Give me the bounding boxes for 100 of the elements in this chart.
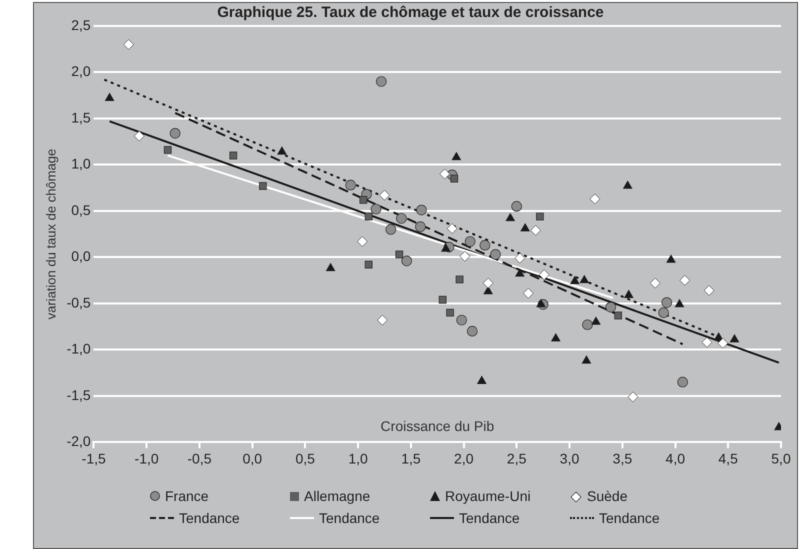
point: [714, 332, 724, 340]
point: [530, 225, 541, 236]
point: [456, 314, 467, 326]
point: [170, 128, 180, 139]
x-tick-label: 2,5: [506, 450, 527, 466]
point: [570, 276, 580, 284]
y-tick-label: 1,5: [71, 109, 91, 126]
point: [662, 297, 672, 308]
point: [415, 221, 426, 232]
legend-label: Suède: [587, 488, 628, 504]
point: [123, 39, 134, 50]
point: [386, 224, 396, 235]
x-tick-label: 4,0: [666, 450, 686, 466]
point: [730, 334, 740, 342]
x-tick-label: 1,0: [348, 450, 368, 466]
point: [582, 356, 592, 364]
point: [446, 223, 458, 234]
point: [438, 296, 446, 304]
y-tick-label: 1,0: [71, 156, 91, 172]
point: [591, 316, 601, 325]
point: [134, 130, 144, 142]
point: [441, 244, 450, 252]
legend-label: Royaume-Uni: [445, 488, 531, 504]
point: [456, 276, 464, 284]
x-axis-title: Croissance du Pib: [380, 418, 494, 434]
point: [364, 260, 372, 268]
legend-label: France: [165, 488, 209, 504]
y-tick-label: 2,5: [71, 16, 91, 33]
point: [536, 212, 544, 220]
point: [520, 223, 530, 232]
x-tick-label: -1,0: [134, 450, 159, 466]
point: [582, 319, 593, 330]
point: [480, 240, 490, 250]
point: [658, 307, 669, 318]
y-axis-title: variation du taux de chômage: [43, 148, 58, 320]
y-tick-label: 0,0: [71, 248, 91, 264]
point: [377, 314, 388, 326]
point: [614, 312, 622, 320]
legend-label: Tendance: [599, 510, 660, 526]
x-tick-label: -1,5: [82, 450, 106, 466]
legend-label: Allemagne: [304, 488, 370, 504]
x-tick-label: 3,0: [560, 450, 580, 466]
point: [677, 376, 688, 388]
point: [702, 337, 712, 348]
point: [277, 146, 287, 155]
point: [450, 174, 458, 182]
point: [164, 146, 172, 154]
point: [482, 278, 494, 288]
point: [515, 268, 524, 277]
point: [674, 299, 684, 308]
y-tick-label: -1,0: [66, 340, 91, 357]
x-tick-label: 3,5: [612, 450, 632, 466]
point: [624, 290, 634, 298]
point: [401, 256, 412, 266]
point: [628, 392, 638, 402]
point: [379, 190, 390, 201]
point: [580, 275, 589, 284]
point: [345, 180, 356, 190]
point: [464, 236, 476, 247]
point: [452, 152, 462, 160]
point: [364, 212, 372, 220]
point: [477, 376, 486, 384]
point: [360, 196, 368, 204]
point: [490, 249, 501, 260]
point: [396, 213, 407, 224]
y-tick-label: 2,0: [71, 63, 91, 80]
point: [446, 308, 454, 317]
point: [718, 338, 728, 348]
point: [511, 201, 522, 212]
point: [590, 194, 600, 204]
point: [440, 168, 450, 180]
point: [506, 213, 515, 222]
x-tick-label: 0,0: [242, 450, 262, 466]
point: [104, 92, 114, 101]
point: [376, 76, 387, 87]
point: [259, 182, 267, 190]
point: [466, 326, 478, 337]
x-tick-label: 0,5: [295, 450, 316, 466]
point: [605, 302, 616, 312]
point: [370, 204, 382, 214]
point: [416, 204, 427, 216]
point: [704, 285, 714, 296]
point: [680, 275, 690, 286]
legend-label: Tendance: [319, 510, 380, 526]
x-tick-label: 1,5: [401, 450, 421, 466]
point: [460, 251, 470, 262]
x-tick-label: 5,0: [771, 450, 791, 466]
x-tick-label: 4,5: [718, 450, 738, 466]
point: [483, 286, 493, 294]
point: [523, 288, 534, 299]
point: [538, 270, 550, 280]
y-tick-label: -1,5: [66, 386, 91, 403]
point: [536, 299, 546, 308]
y-tick-label: -2,0: [66, 433, 91, 450]
point: [650, 278, 660, 288]
y-tick-label: -0,5: [66, 294, 91, 310]
y-tick-label: 0,5: [71, 202, 91, 218]
point: [357, 236, 368, 247]
point: [326, 263, 336, 272]
chart-title: Graphique 25. Taux de chômage et taux de croissance: [217, 4, 604, 22]
